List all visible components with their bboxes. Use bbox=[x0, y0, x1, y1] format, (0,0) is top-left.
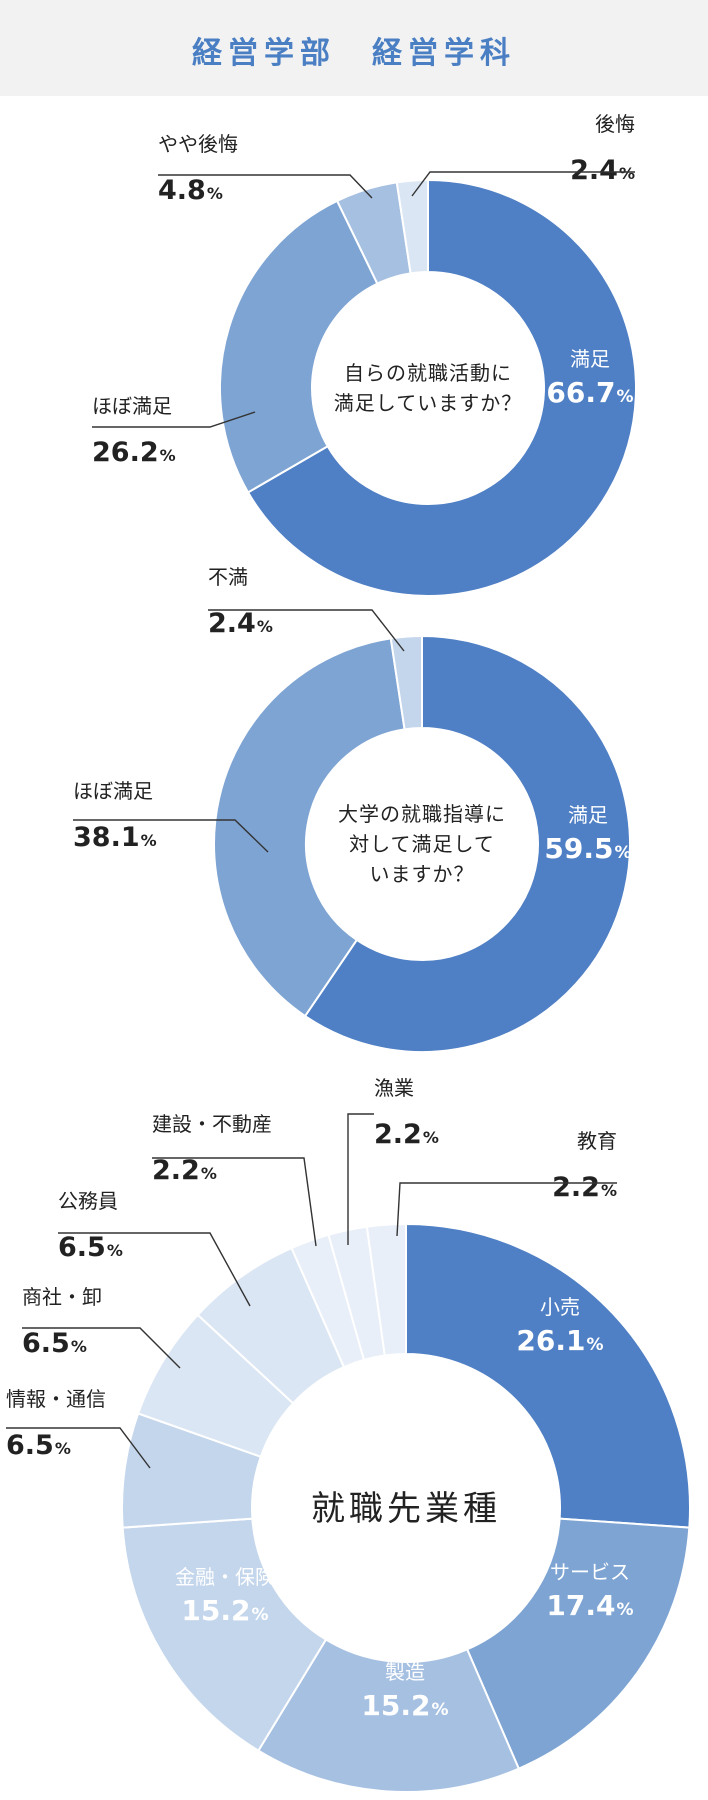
leader-line-seg bbox=[347, 1113, 374, 1245]
value-seg: 26.1% bbox=[516, 1324, 603, 1357]
leader-line-seg bbox=[92, 411, 256, 428]
label-seg: 製造 bbox=[385, 1660, 425, 1684]
center-text-line-1: 就職先業種 bbox=[311, 1489, 501, 1529]
center-text-line-2: 満足していますか？ bbox=[334, 391, 522, 415]
leader-line-seg bbox=[152, 1157, 317, 1247]
label-seg: 満足 bbox=[568, 803, 608, 827]
slice-seg bbox=[303, 634, 631, 1053]
value-seg: 2.2% bbox=[152, 1155, 217, 1186]
value-seg: 6.5% bbox=[22, 1328, 87, 1359]
slice-seg bbox=[365, 1222, 407, 1357]
slice-seg bbox=[256, 1638, 521, 1793]
label-seg: 情報・通信 bbox=[6, 1387, 106, 1411]
slice-seg bbox=[219, 199, 379, 494]
pie-chart-3: 就職先業種 小売 26.1% サービス 17.4% 製造 15.2% 金融・保険 15.2% 情報… bbox=[6, 1076, 691, 1793]
label-seg: 満足 bbox=[570, 347, 610, 371]
value-seg: 38.1% bbox=[73, 822, 157, 853]
label-seg: 小売 bbox=[540, 1295, 580, 1319]
label-seg: サービス bbox=[550, 1560, 630, 1584]
slice-seg bbox=[465, 1517, 691, 1770]
leader-line-seg bbox=[396, 1182, 617, 1237]
value-seg: 59.5% bbox=[544, 832, 631, 865]
value-seg: 66.7% bbox=[546, 376, 633, 409]
page-header: 経営学部 経営学科 bbox=[0, 0, 708, 96]
value-seg: 2.2% bbox=[374, 1119, 439, 1150]
value-seg: 6.5% bbox=[6, 1430, 71, 1461]
leader-line-seg bbox=[411, 171, 635, 197]
slice-seg bbox=[246, 178, 637, 597]
value-seg: 2.4% bbox=[570, 155, 635, 186]
slice-seg bbox=[405, 1222, 691, 1529]
leader-line-seg bbox=[22, 1327, 181, 1369]
center-text-line-1: 大学の就職指導に bbox=[338, 802, 506, 826]
center-text-line-1: 自らの就職活動に bbox=[344, 361, 512, 385]
leader-line-seg bbox=[73, 819, 269, 853]
label-seg: ほぼ満足 bbox=[92, 394, 172, 418]
value-seg: 17.4% bbox=[546, 1589, 633, 1622]
label-seg: やや後悔 bbox=[158, 132, 238, 156]
label-seg: 商社・卸 bbox=[22, 1285, 102, 1309]
label-seg: 公務員 bbox=[58, 1189, 118, 1213]
value-seg: 6.5% bbox=[58, 1232, 123, 1263]
leader-line-seg bbox=[208, 609, 405, 652]
slice-seg bbox=[395, 178, 429, 275]
value-seg: 4.8% bbox=[158, 175, 223, 206]
center-text-line-3: いますか？ bbox=[370, 862, 475, 886]
leader-line-seg bbox=[6, 1427, 151, 1469]
leader-line-seg bbox=[158, 174, 373, 199]
value-seg: 26.2% bbox=[92, 437, 176, 468]
page-title: 経営学部 経営学科 bbox=[192, 36, 516, 71]
slice-seg bbox=[121, 1517, 328, 1752]
slice-seg bbox=[213, 637, 406, 1018]
label-seg: 漁業 bbox=[374, 1076, 414, 1100]
value-seg: 15.2% bbox=[361, 1689, 448, 1722]
label-seg: 教育 bbox=[577, 1129, 617, 1153]
slice-seg bbox=[389, 634, 423, 731]
label-seg: 後悔 bbox=[595, 112, 635, 136]
label-seg: 金融・保険 bbox=[175, 1565, 275, 1589]
label-seg: 不満 bbox=[208, 565, 248, 589]
value-seg: 15.2% bbox=[181, 1594, 268, 1627]
value-seg: 2.4% bbox=[208, 608, 273, 639]
label-seg: 建設・不動産 bbox=[152, 1112, 272, 1136]
center-text-line-2: 対して満足して bbox=[349, 832, 495, 856]
value-seg: 2.2% bbox=[552, 1172, 617, 1203]
label-seg: ほぼ満足 bbox=[73, 779, 153, 803]
leader-line-seg bbox=[58, 1232, 251, 1307]
